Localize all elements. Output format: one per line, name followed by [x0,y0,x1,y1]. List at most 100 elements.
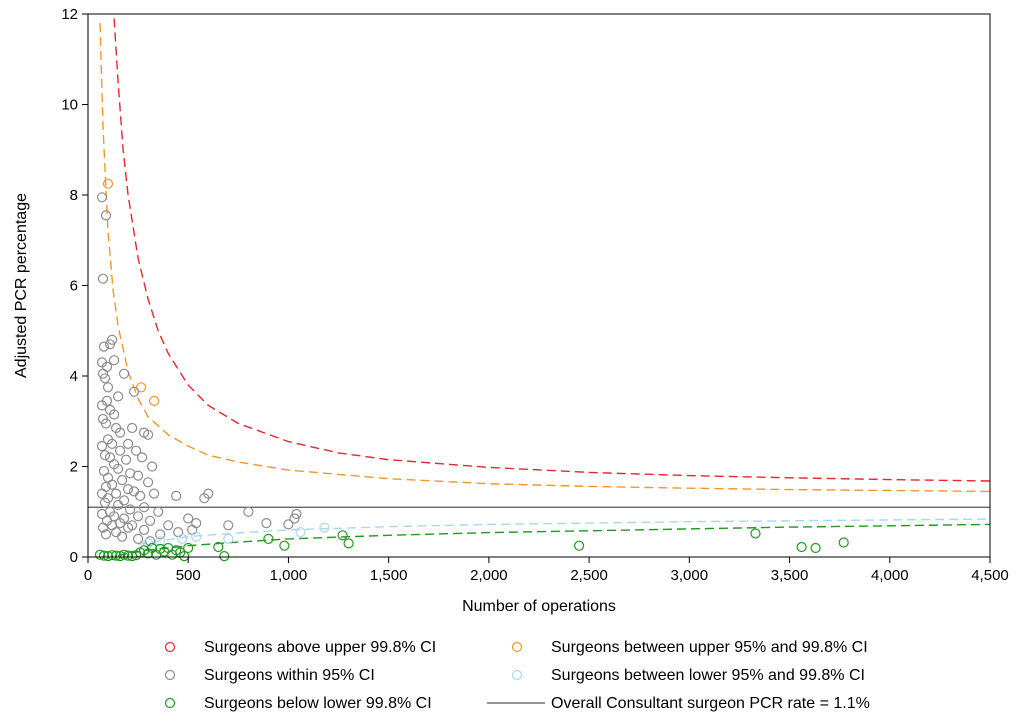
point-within-95 [116,475,128,486]
point-lower-95-998 [223,533,234,545]
legend-item-above-998: Surgeons above upper 99.8% CI [164,639,436,656]
point-within-95 [143,429,154,440]
point-within-95 [183,513,194,524]
point-within-95 [106,479,118,490]
legend-marker [164,697,176,709]
point-lower-95-998 [295,526,306,538]
legend-marker [164,669,176,681]
limit-curve-lower-95-998 [137,518,991,545]
x-tick-label: 2,000 [470,567,508,584]
point-within-95 [110,488,122,499]
y-tick-label: 0 [70,549,78,566]
point-within-95 [96,400,108,411]
y-tick-label: 10 [61,97,78,114]
point-within-95 [123,484,134,495]
point-within-95 [120,454,132,465]
point-below-998 [838,537,849,548]
point-within-95 [100,418,112,429]
point-within-95 [123,522,134,533]
point-below-998 [263,533,274,545]
point-below-998 [98,550,110,561]
point-within-95 [114,445,126,456]
legend-item-within-95: Surgeons within 95% CI [164,667,375,684]
point-within-95 [163,520,174,531]
point-within-95 [118,368,130,379]
point-within-95 [100,210,112,221]
point-below-998 [118,549,130,560]
point-within-95 [145,536,156,547]
point-within-95 [133,511,144,522]
x-tick-label: 3,500 [771,567,809,584]
y-axis-title: Adjusted PCR percentage [13,193,30,378]
point-within-95 [96,488,108,499]
point-within-95 [97,273,109,284]
point-below-998 [102,550,114,562]
point-within-95 [96,192,108,203]
point-within-95 [155,529,166,540]
point-within-95 [98,465,110,477]
control-limits [99,18,991,557]
point-within-95 [100,529,112,540]
legend-label: Surgeons within 95% CI [204,667,375,684]
point-within-95 [137,452,148,463]
point-within-95 [173,526,184,538]
point-within-95 [99,373,111,384]
point-within-95 [108,409,120,420]
point-within-95 [112,499,124,511]
point-within-95 [125,504,136,515]
point-below-998 [279,540,290,551]
point-within-95 [97,368,109,379]
point-within-95 [283,519,294,530]
point-within-95 [100,481,112,492]
y-tick-label: 4 [70,368,78,385]
point-within-95 [143,477,154,488]
y-tick-label: 12 [61,6,78,23]
y-tick-label: 8 [70,187,78,204]
point-below-998 [343,538,354,549]
legend-marker [511,669,523,681]
point-within-95 [97,522,109,533]
legend-item-below-998: Surgeons below lower 99.8% CI [164,695,432,712]
point-within-95 [98,341,110,352]
data-points [94,178,849,562]
point-within-95 [110,526,122,538]
x-tick-label: 4,500 [971,567,1009,584]
limit-curve-above-998 [113,18,991,482]
legend-label: Surgeons between lower 95% and 99.8% CI [551,667,865,684]
point-below-998 [810,542,821,554]
point-within-95 [118,495,130,506]
x-tick-label: 1,500 [370,567,408,584]
x-axis-title: Number of operations [462,598,616,615]
point-within-95 [291,508,302,520]
point-within-95 [106,438,118,449]
legend-marker [164,641,176,653]
point-within-95 [139,524,150,536]
legend-item-overall: Overall Consultant surgeon PCR rate = 1.… [487,695,870,712]
point-below-998 [337,530,348,541]
point-within-95 [127,422,138,434]
point-lower-95-998 [177,533,188,545]
point-below-998 [179,550,190,562]
x-tick-label: 2,500 [570,567,608,584]
point-below-998 [219,550,230,562]
point-within-95 [114,427,126,438]
point-within-95 [131,445,142,456]
point-lower-95-998 [319,522,330,533]
point-below-998 [106,550,118,561]
point-within-95 [139,502,150,513]
point-below-998 [573,540,585,551]
point-within-95 [199,493,210,504]
point-within-95 [123,438,134,449]
point-within-95 [153,506,164,517]
legend-label: Overall Consultant surgeon PCR rate = 1.… [551,695,870,712]
point-within-95 [133,470,144,481]
point-within-95 [135,490,146,501]
point-lower-95-998 [191,531,202,542]
x-tick-label: 500 [176,567,201,584]
point-within-95 [96,441,108,452]
point-within-95 [96,508,108,520]
legend-label: Surgeons between upper 95% and 99.8% CI [551,639,868,656]
point-upper-95-998 [102,178,114,189]
y-tick-label: 2 [70,459,78,476]
